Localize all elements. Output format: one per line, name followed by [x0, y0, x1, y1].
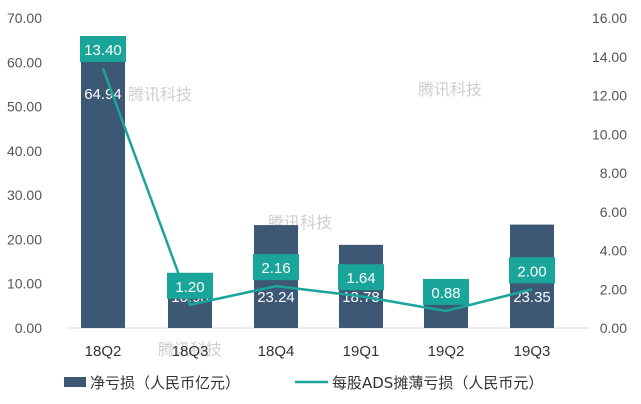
left-y-tick-label: 60.00 [7, 54, 42, 70]
line-data-label-box [338, 264, 384, 291]
right-y-axis: 0.00 2.00 4.00 6.00 8.00 10.00 12.00 14.00 16.00 [592, 10, 627, 336]
x-tick-label: 18Q2 [85, 343, 122, 360]
right-y-tick-label: 10.00 [592, 126, 627, 142]
right-y-tick-label: 14.00 [592, 49, 627, 65]
line-data-label: 1.20 [175, 279, 204, 296]
bar [81, 40, 125, 329]
bar-data-label: 64.94 [84, 86, 122, 103]
line-data-label: 0.88 [431, 285, 460, 302]
right-y-tick-label: 8.00 [600, 165, 627, 181]
watermark-text: 腾讯科技 [128, 85, 192, 104]
line-data-label-box [167, 272, 213, 299]
line-data-label-box [253, 254, 299, 281]
bar-data-label: 18.78 [342, 289, 380, 306]
x-tick-label: 19Q3 [514, 343, 551, 360]
right-y-tick-label: 0.00 [600, 320, 627, 336]
right-y-tick-label: 12.00 [592, 88, 627, 104]
line-data-label: 1.64 [346, 270, 375, 287]
series-line [101, 67, 533, 313]
line-data-label: 13.40 [84, 42, 122, 59]
left-y-tick-label: 0.00 [15, 320, 42, 336]
bar-data-label: 23.35 [513, 289, 551, 306]
left-y-axis: 0.00 10.00 20.00 30.00 40.00 50.00 60.00 70.00 [7, 10, 42, 336]
right-y-tick-label: 6.00 [600, 204, 627, 220]
left-y-tick-label: 70.00 [7, 10, 42, 26]
right-y-tick-label: 4.00 [600, 243, 627, 259]
watermark-text: 腾讯科技 [418, 80, 482, 99]
x-tick-label: 18Q4 [258, 343, 295, 360]
line-data-label-box [80, 36, 126, 62]
right-y-tick-label: 2.00 [600, 281, 627, 297]
x-tick-label: 19Q2 [428, 343, 465, 360]
line-series: 13.40 1.20 2.16 1.64 0.88 2.00 [80, 36, 555, 313]
x-tick-label: 18Q3 [172, 343, 209, 360]
left-y-tick-label: 40.00 [7, 143, 42, 159]
legend-bar-swatch [64, 377, 86, 387]
legend: 净亏损（人民币亿元） 每股ADS摊薄亏损（人民币元） [64, 374, 543, 392]
line-data-label: 2.16 [261, 260, 290, 277]
x-tick-label: 19Q1 [343, 343, 380, 360]
left-y-tick-label: 30.00 [7, 187, 42, 203]
watermark-text: 腾讯科技 [158, 340, 222, 359]
line-data-label-box [423, 278, 469, 305]
left-y-tick-label: 20.00 [7, 231, 42, 247]
line-data-label: 2.00 [517, 263, 546, 280]
x-axis: 18Q2 18Q3 18Q4 19Q1 19Q2 19Q3 [85, 343, 551, 360]
legend-bar-label: 净亏损（人民币亿元） [90, 374, 240, 392]
bar-data-label: 23.24 [257, 289, 295, 306]
right-y-tick-label: 16.00 [592, 10, 627, 26]
legend-line-label: 每股ADS摊薄亏损（人民币元） [332, 374, 543, 392]
left-y-tick-label: 50.00 [7, 99, 42, 115]
line-data-label-box [509, 257, 555, 284]
left-y-tick-label: 10.00 [7, 276, 42, 292]
